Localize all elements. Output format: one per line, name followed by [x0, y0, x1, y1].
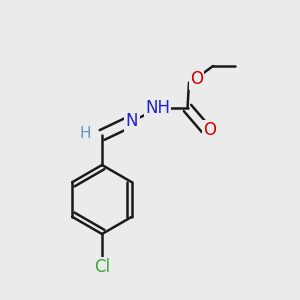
Text: O: O [203, 122, 217, 140]
Text: NH: NH [145, 99, 170, 117]
Text: H: H [80, 126, 91, 141]
Text: N: N [126, 112, 138, 130]
Text: Cl: Cl [94, 258, 110, 276]
Text: O: O [190, 70, 203, 88]
